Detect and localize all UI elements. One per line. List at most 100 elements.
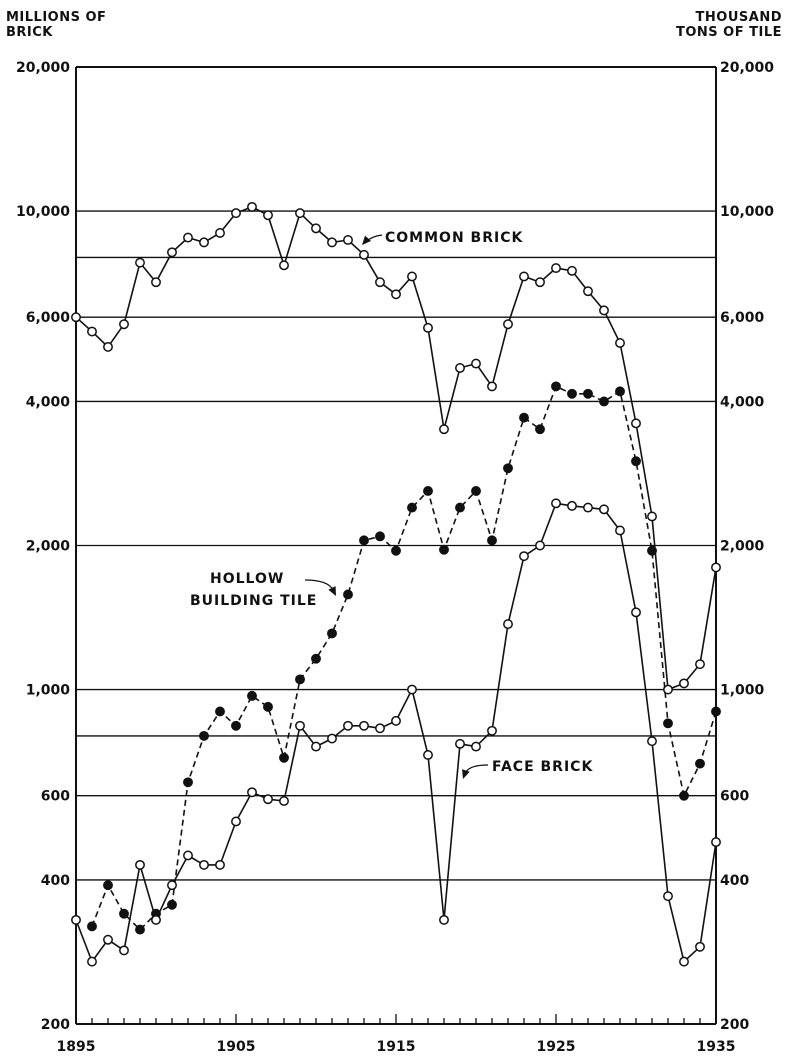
y-tick-label-left: 2,000 [26, 539, 71, 555]
data-point [599, 305, 609, 316]
x-tick-label: 1925 [537, 1039, 576, 1055]
data-point [199, 730, 209, 741]
x-tick-label: 1895 [57, 1039, 96, 1055]
data-point [519, 551, 529, 562]
data-point [407, 271, 417, 282]
right-axis-unit-label: THOUSAND TONS OF TILE [676, 10, 782, 40]
data-point [327, 237, 337, 248]
data-point [695, 941, 705, 952]
data-point [359, 535, 369, 546]
data-point [183, 232, 193, 243]
data-point [631, 607, 641, 618]
data-point [519, 271, 529, 282]
data-point [375, 723, 385, 734]
data-point [215, 859, 225, 870]
data-point [263, 701, 273, 712]
y-tick-label-right: 2,000 [720, 539, 765, 555]
y-tick-label-left: 6,000 [26, 310, 71, 326]
data-point [119, 945, 129, 956]
data-point [439, 544, 449, 555]
data-point [343, 235, 353, 245]
y-tick-label-right: 400 [720, 873, 749, 889]
data-point [695, 758, 705, 769]
data-point [183, 850, 193, 861]
data-point [583, 388, 593, 399]
y-tick-label-right: 600 [720, 789, 749, 805]
data-point [311, 741, 321, 752]
data-point [231, 720, 241, 731]
data-point [439, 424, 449, 435]
series-hollow-building-tile [87, 381, 721, 935]
y-tick-label-right: 4,000 [720, 394, 765, 410]
right-axis-unit-line2: TONS OF TILE [675, 25, 782, 40]
chart-grid [76, 210, 716, 881]
data-point [263, 794, 273, 805]
data-point [119, 908, 129, 919]
data-point [87, 956, 97, 967]
data-point [535, 424, 545, 435]
y-tick-label-left: 10,000 [16, 204, 70, 220]
data-point [295, 674, 305, 685]
data-point [135, 257, 145, 268]
data-point [631, 418, 641, 429]
data-point [295, 720, 305, 731]
data-point [375, 277, 385, 288]
series-common-brick [71, 201, 721, 695]
chart-annotations: COMMON BRICK HOLLOW BUILDING TILE FACE BRIC… [190, 230, 592, 779]
data-point [567, 388, 577, 399]
data-point [215, 227, 225, 238]
data-point [247, 201, 257, 212]
data-point [279, 796, 289, 806]
data-point [423, 749, 433, 760]
data-point [679, 678, 689, 689]
data-point [391, 545, 401, 556]
y-tick-label-right: 200 [720, 1017, 749, 1033]
y-tick-label-left: 400 [41, 873, 70, 889]
hollow-tile-label-line1: HOLLOW [210, 571, 284, 587]
data-point [151, 914, 161, 925]
chart-axes [75, 66, 717, 1025]
data-point [503, 319, 513, 330]
data-point [663, 891, 673, 902]
data-point [679, 956, 689, 967]
data-point [647, 511, 657, 522]
data-point [407, 502, 417, 513]
data-point [519, 412, 529, 423]
common-brick-label: COMMON BRICK [385, 230, 523, 246]
data-point [455, 362, 465, 373]
data-point [119, 319, 129, 330]
data-point [311, 653, 321, 664]
data-point [647, 545, 657, 556]
data-point [615, 525, 625, 536]
data-point [423, 322, 433, 333]
annotation-arrowhead [362, 235, 371, 245]
data-point [231, 816, 241, 827]
data-point [247, 690, 257, 701]
data-point [487, 535, 497, 546]
annotation-arrowhead [462, 769, 470, 779]
data-point [183, 777, 193, 788]
data-point [487, 725, 497, 736]
y-tick-label-right: 20,000 [720, 60, 774, 76]
data-point [71, 914, 81, 925]
data-point [583, 286, 593, 297]
data-point [199, 859, 209, 870]
data-point [663, 718, 673, 729]
data-point [583, 502, 593, 513]
data-point [711, 837, 721, 848]
data-point [167, 880, 177, 891]
data-point [567, 500, 577, 511]
data-point [551, 381, 561, 392]
data-point [103, 880, 113, 891]
data-point [343, 589, 353, 600]
data-point [311, 223, 321, 234]
data-point [71, 312, 81, 323]
data-point [247, 787, 257, 798]
y-tick-label-left: 1,000 [26, 683, 71, 699]
right-axis-unit-line1: THOUSAND [695, 10, 782, 25]
data-point [471, 741, 481, 752]
data-point [455, 502, 465, 513]
data-point [407, 684, 417, 695]
data-point [695, 659, 705, 670]
